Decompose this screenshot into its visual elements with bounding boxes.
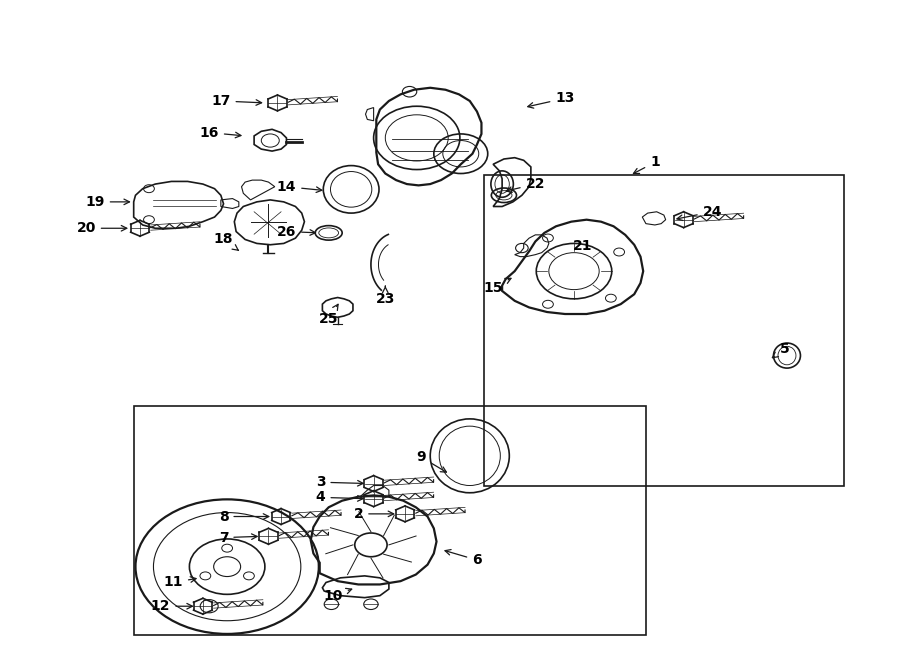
Bar	[134, 407, 646, 635]
Text: 12: 12	[151, 600, 193, 613]
Text: 13: 13	[527, 91, 575, 108]
Text: 16: 16	[200, 126, 241, 139]
Text: 9: 9	[417, 450, 446, 472]
Text: 14: 14	[276, 180, 322, 194]
Text: 1: 1	[634, 155, 660, 174]
Text: 21: 21	[573, 239, 593, 253]
Text: 24: 24	[677, 205, 722, 221]
Text: 7: 7	[219, 531, 257, 545]
Text: 10: 10	[323, 588, 352, 603]
Text: 4: 4	[316, 490, 364, 504]
Text: 8: 8	[219, 510, 269, 524]
Text: 19: 19	[86, 195, 130, 209]
Text: 15: 15	[483, 278, 511, 295]
Text: 23: 23	[375, 286, 395, 306]
Text: 25: 25	[319, 304, 338, 326]
Bar	[484, 175, 843, 486]
Text: 18: 18	[214, 233, 238, 251]
Text: 17: 17	[212, 94, 262, 108]
Text: 5: 5	[772, 342, 789, 358]
Text: 26: 26	[277, 225, 316, 239]
Text: 20: 20	[76, 221, 127, 235]
Text: 6: 6	[445, 549, 482, 567]
Text: 11: 11	[164, 576, 196, 590]
Text: 2: 2	[354, 507, 393, 521]
Text: 3: 3	[316, 475, 364, 489]
Text: 22: 22	[506, 177, 545, 192]
